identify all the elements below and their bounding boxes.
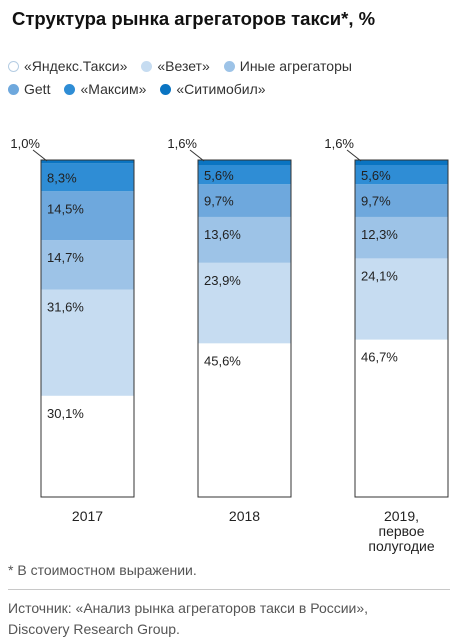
source-note: Источник: «Анализ рынка агрегаторов такс… (8, 598, 368, 640)
data-label-maxim-2: 5,6% (361, 168, 391, 183)
legend-swatch-citymobil (160, 83, 172, 95)
data-label-citymobil-0: 1,0% (10, 136, 40, 151)
data-label-maxim-0: 8,3% (47, 170, 77, 185)
legend-item-vezet: «Везет» (141, 58, 210, 74)
data-label-gett-2: 9,7% (361, 194, 391, 209)
source-line-1: Источник: «Анализ рынка агрегаторов такс… (8, 600, 369, 616)
data-label-citymobil-1: 1,6% (167, 136, 197, 151)
leader-line-citymobil-1 (189, 149, 205, 162)
data-label-yandex-1: 45,6% (204, 353, 241, 368)
x-tick-label-2-0: 2019, (384, 508, 419, 524)
bar-segment-maxim-2 (355, 165, 448, 185)
bar-segment-gett-0 (41, 191, 134, 241)
bar-segment-gett-2 (355, 184, 448, 217)
data-label-yandex-0: 30,1% (47, 406, 84, 421)
chart-title: Структура рынка агрегаторов такси*, % (12, 8, 376, 29)
bar-segment-other-0 (41, 240, 134, 290)
x-tick-label-0-0: 2017 (72, 508, 103, 524)
bar-segment-vezet-0 (41, 289, 134, 396)
bar-segment-other-1 (198, 216, 291, 263)
legend-item-maxim: «Максим» (64, 81, 146, 97)
bar-segment-vezet-2 (355, 258, 448, 340)
data-label-citymobil-2: 1,6% (324, 136, 354, 151)
footnote: * В стоимостном выражении. (8, 562, 197, 578)
bar-segment-yandex-0 (41, 395, 134, 497)
bar-segment-vezet-1 (198, 262, 291, 344)
bar-segment-yandex-2 (355, 339, 448, 497)
divider (8, 589, 450, 590)
data-label-yandex-2: 46,7% (361, 350, 398, 365)
legend-swatch-yandex (8, 60, 19, 72)
legend-label-maxim: «Максим» (80, 81, 147, 97)
legend-swatch-gett (8, 83, 19, 95)
x-tick-label-2-1: первое (378, 523, 424, 539)
legend-row-2: Gett «Максим» «Ситимобил» (8, 81, 280, 97)
bar-segment-citymobil-0 (41, 160, 134, 164)
bar-segment-citymobil-1 (198, 160, 291, 166)
bar-outline-1 (197, 159, 292, 498)
stacked-bar-chart: 30,1% 31,6% 14,7% 14,5% 8,3% 1,0% 2017 45,6% 23,… (10, 136, 449, 554)
bar-segment-other-2 (355, 216, 448, 259)
x-tick-label-2-2: полугодие (368, 538, 434, 554)
data-label-gett-0: 14,5% (47, 201, 84, 216)
bar-segment-maxim-1 (198, 165, 291, 185)
legend-item-citymobil: «Ситимобил» (160, 81, 266, 97)
bar-segment-gett-1 (198, 184, 291, 217)
legend-label-citymobil: «Ситимобил» (176, 81, 266, 97)
x-tick-label-1-0: 2018 (229, 508, 260, 524)
data-label-other-2: 12,3% (361, 227, 398, 242)
legend-swatch-maxim (64, 83, 76, 95)
legend-item-gett: Gett (8, 81, 50, 97)
legend-item-other: Иные агрегаторы (223, 58, 352, 74)
data-label-other-0: 14,7% (47, 250, 84, 265)
bar-segment-maxim-0 (41, 163, 134, 192)
legend-swatch-other (223, 60, 235, 72)
source-line-2: Discovery Research Group. (8, 621, 180, 637)
data-label-other-1: 13,6% (204, 227, 241, 242)
data-label-vezet-1: 23,9% (204, 273, 241, 288)
data-label-vezet-0: 31,6% (47, 299, 84, 314)
bar-outline-0 (40, 159, 135, 498)
data-label-maxim-1: 5,6% (204, 168, 234, 183)
legend-label-yandex: «Яндекс.Такси» (24, 58, 128, 74)
legend-label-vezet: «Везет» (157, 58, 210, 74)
bar-segment-citymobil-2 (355, 160, 448, 166)
bar-outline-2 (354, 159, 449, 498)
legend-label-gett: Gett (24, 81, 51, 97)
legend-label-other: Иные агрегаторы (239, 58, 352, 74)
legend-item-yandex: «Яндекс.Такси» (8, 58, 127, 74)
data-label-gett-1: 9,7% (204, 194, 234, 209)
leader-line-citymobil-0 (32, 149, 48, 162)
legend-row-1: «Яндекс.Такси» «Везет» Иные агрегаторы (8, 58, 366, 74)
data-label-vezet-2: 24,1% (361, 268, 398, 283)
legend-swatch-vezet (141, 60, 153, 72)
leader-line-citymobil-2 (346, 149, 362, 162)
bar-segment-yandex-1 (198, 343, 291, 497)
